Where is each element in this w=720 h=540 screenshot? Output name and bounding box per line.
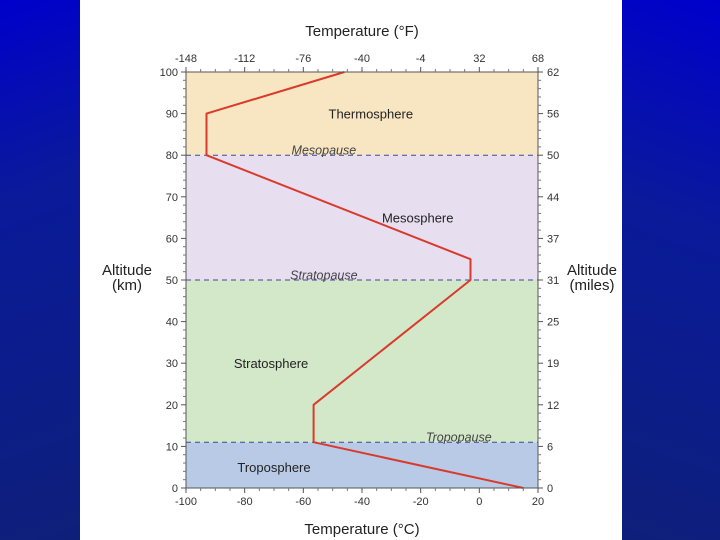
y-tick-label: 40 [166, 317, 178, 329]
top-tick-label: -4 [416, 53, 426, 65]
y-tick-label: 0 [172, 483, 178, 495]
right-tick-label: 44 [547, 192, 559, 204]
boundary-lines [186, 154, 538, 443]
slide-background-right [622, 0, 720, 540]
right-tick-label: 62 [547, 67, 559, 79]
atmosphere-layers [186, 72, 538, 488]
x-tick-label: 20 [532, 496, 544, 508]
top-tick-label: 32 [473, 53, 485, 65]
layer-band-mesosphere [186, 155, 538, 280]
right-tick-label: 25 [547, 317, 559, 329]
layer-band-thermosphere [186, 72, 538, 156]
right-tick-label: 37 [547, 233, 559, 245]
top-tick-label: -112 [234, 53, 255, 65]
right-tick-label: 56 [547, 109, 559, 121]
right-tick-label: 0 [547, 483, 553, 495]
layer-label-thermosphere: Thermosphere [329, 107, 414, 122]
right-axis-title: (miles) [570, 277, 615, 294]
boundary-label-mesopause: Mesopause [292, 144, 357, 158]
slide-background-left [0, 0, 80, 540]
chart-labels: Troposphere Stratosphere Mesosphere Thermos… [102, 23, 617, 538]
axes [181, 67, 543, 493]
right-tick-label: 6 [547, 441, 553, 453]
slide-canvas: Troposphere Stratosphere Mesosphere Thermos… [80, 0, 622, 540]
layer-band-troposphere [186, 442, 538, 488]
y-tick-label: 20 [166, 400, 178, 412]
right-tick-label: 31 [547, 275, 559, 287]
y-tick-label: 100 [160, 67, 178, 79]
x-tick-label: -100 [175, 496, 197, 508]
x-tick-label: 0 [476, 496, 482, 508]
top-tick-label: -40 [354, 53, 370, 65]
x-tick-label: -20 [413, 496, 429, 508]
y-tick-label: 10 [166, 441, 178, 453]
atmosphere-temperature-chart: Troposphere Stratosphere Mesosphere Thermos… [102, 23, 617, 538]
bottom-axis-title: Temperature (°C) [304, 521, 419, 538]
top-tick-label: -76 [295, 53, 311, 65]
left-axis-title: Altitude [102, 262, 152, 279]
layer-label-mesosphere: Mesosphere [382, 211, 454, 226]
x-tick-label: -40 [354, 496, 370, 508]
layer-band-stratosphere [186, 280, 538, 443]
layer-label-stratosphere: Stratosphere [234, 356, 308, 371]
top-tick-label: 68 [532, 53, 544, 65]
y-tick-label: 80 [166, 150, 178, 162]
y-tick-label: 30 [166, 358, 178, 370]
top-axis-title: Temperature (°F) [305, 23, 419, 40]
right-axis-title: Altitude [567, 262, 617, 279]
right-tick-label: 19 [547, 358, 559, 370]
x-tick-label: -60 [295, 496, 311, 508]
right-tick-label: 12 [547, 400, 559, 412]
x-tick-label: -80 [237, 496, 253, 508]
boundary-label-stratopause: Stratopause [290, 269, 357, 283]
top-tick-label: -148 [175, 53, 197, 65]
temperature-profile-line [205, 71, 524, 489]
y-tick-label: 70 [166, 192, 178, 204]
right-tick-label: 50 [547, 150, 559, 162]
layer-label-troposphere: Troposphere [237, 460, 310, 475]
y-tick-label: 60 [166, 233, 178, 245]
y-tick-label: 50 [166, 275, 178, 287]
left-axis-title: (km) [112, 277, 142, 294]
y-tick-label: 90 [166, 109, 178, 121]
boundary-label-tropopause: Tropopause [426, 431, 492, 445]
